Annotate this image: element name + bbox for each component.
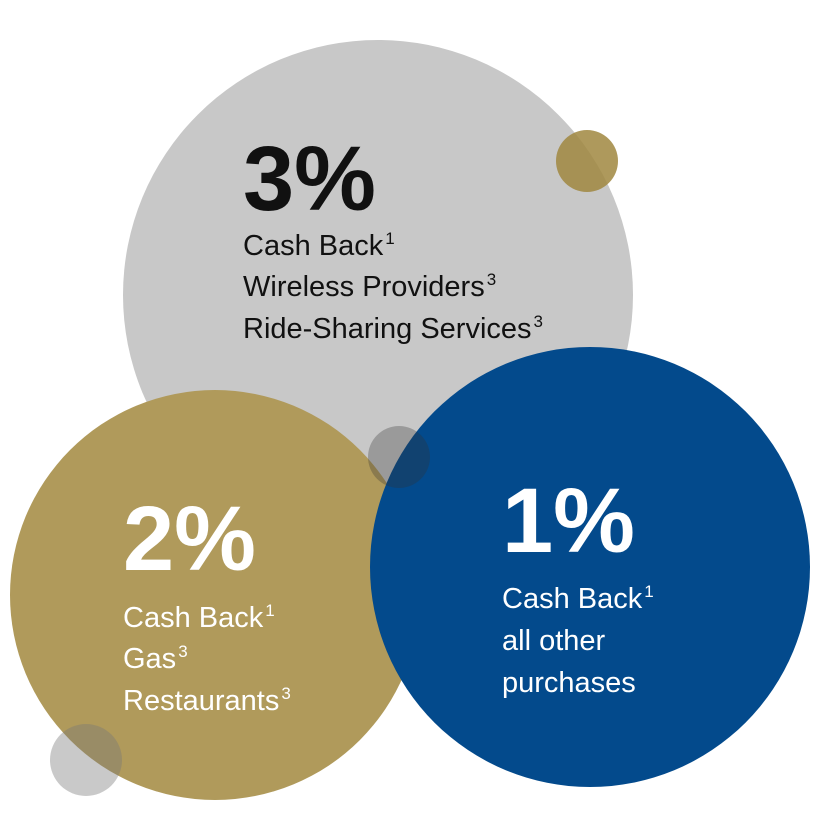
benefit-line: Wireless Providers 3 (243, 270, 496, 303)
benefit-line: Gas 3 (123, 642, 188, 675)
benefit-line: Cash Back 1 (123, 601, 275, 634)
line-text: Cash Back (123, 602, 264, 634)
benefit-line: Ride-Sharing Services 3 (243, 312, 543, 345)
footnote-mark: 1 (385, 229, 394, 248)
benefit-line: Cash Back 1 (243, 229, 395, 262)
footnote-mark: 3 (487, 270, 496, 289)
line-text: Cash Back (502, 583, 643, 615)
percent: 3% (243, 128, 376, 230)
line-text: Cash Back (243, 230, 384, 262)
benefit-line: Cash Back 1 (502, 582, 654, 615)
line-text: Restaurants (123, 685, 279, 717)
line-text: Gas (123, 643, 176, 675)
footnote-mark: 3 (281, 684, 290, 703)
percent: 2% (123, 488, 256, 590)
footnote-mark: 3 (534, 312, 543, 331)
benefit-line: Restaurants 3 (123, 684, 291, 717)
accent-dot (368, 426, 430, 488)
footnote-mark: 1 (644, 582, 653, 601)
footnote-mark: 1 (265, 601, 274, 620)
benefit-line: all other (502, 625, 606, 657)
benefit-line: purchases (502, 667, 636, 699)
blue-circle (370, 347, 810, 787)
footnote-mark: 3 (178, 642, 187, 661)
accent-dot (50, 724, 122, 796)
line-text: all other (502, 625, 606, 657)
accent-dot (556, 130, 618, 192)
gold-circle (10, 390, 420, 800)
line-text: Wireless Providers (243, 271, 485, 303)
line-text: Ride-Sharing Services (243, 313, 532, 345)
line-text: purchases (502, 667, 636, 699)
percent: 1% (502, 470, 635, 572)
